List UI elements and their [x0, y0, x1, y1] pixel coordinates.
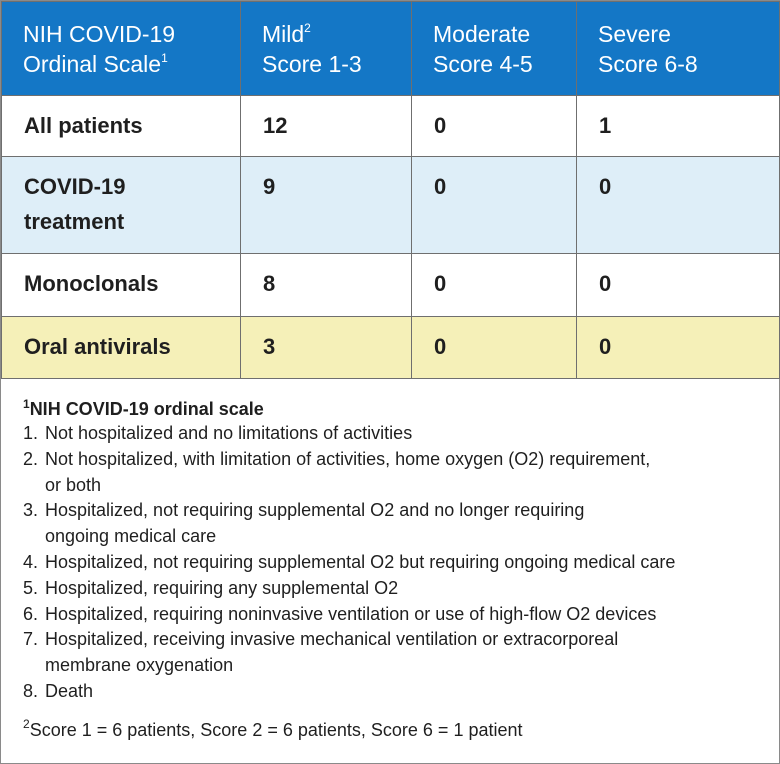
legend-item-text: Hospitalized, requiring noninvasive vent…	[45, 603, 657, 624]
header-mild-line2: Score 1-3	[262, 51, 362, 77]
legend-item: 3. Hospitalized, not requiring supplement…	[23, 498, 763, 550]
row-label-line1: COVID-19	[24, 174, 126, 199]
footnote-text: Score 1 = 6 patients, Score 2 = 6 patien…	[29, 720, 523, 740]
header-moderate-line1: Moderate	[433, 21, 531, 47]
legend-item: 2. Not hospitalized, with limitation of a…	[23, 447, 763, 499]
legend-item-text: Not hospitalized, with limitation of act…	[45, 447, 763, 499]
row-label: All patients	[1, 95, 241, 157]
legend-item: 4. Hospitalized, not requiring supplement…	[23, 550, 763, 576]
row-label-line2: treatment	[24, 209, 125, 234]
header-severe: Severe Score 6-8	[576, 1, 780, 96]
legend-title-text: NIH COVID-19 ordinal scale	[29, 399, 264, 419]
severity-table: NIH COVID-19 Ordinal Scale1 Mild2 Score …	[1, 1, 780, 379]
cell-moderate: 0	[411, 156, 577, 254]
header-row: NIH COVID-19 Ordinal Scale1 Mild2 Score …	[1, 1, 780, 96]
legend-title: 1NIH COVID-19 ordinal scale	[23, 397, 763, 421]
cell-mild: 12	[240, 95, 412, 157]
legend-item-number: 3.	[23, 500, 39, 521]
table-row-covid-treatment: COVID-19 treatment 9 0 0	[1, 156, 780, 254]
legend-item-line1: Hospitalized, receiving invasive mechani…	[45, 629, 619, 650]
row-label: Monoclonals	[1, 253, 241, 317]
row-label-line1: Oral antivirals	[24, 334, 171, 359]
legend-item-line1: Hospitalized, not requiring supplemental…	[45, 500, 585, 521]
legend-item: 6. Hospitalized, requiring noninvasive ve…	[23, 602, 763, 628]
legend-list: 1. Not hospitalized and no limitations of…	[23, 421, 763, 705]
legend-item-text: Hospitalized, not requiring supplemental…	[45, 498, 763, 550]
legend-item-line2: or both	[45, 474, 102, 495]
row-label-line1: All patients	[24, 113, 143, 138]
cell-severe: 0	[576, 316, 780, 379]
footnote-sup: 2	[23, 717, 30, 731]
cell-moderate: 0	[411, 316, 577, 379]
legend-item: 1. Not hospitalized and no limitations of…	[23, 421, 763, 447]
cell-severe: 0	[576, 253, 780, 317]
header-scale: NIH COVID-19 Ordinal Scale1	[1, 1, 241, 96]
cell-moderate: 0	[411, 95, 577, 157]
legend-item: 8. Death	[23, 679, 763, 705]
row-label: COVID-19 treatment	[1, 156, 241, 254]
header-moderate: Moderate Score 4-5	[411, 1, 577, 96]
legend-item-text: Hospitalized, requiring any supplemental…	[45, 577, 399, 598]
table-row-monoclonals: Monoclonals 8 0 0	[1, 253, 780, 317]
legend-item-line1: Not hospitalized, with limitation of act…	[45, 448, 651, 469]
cell-mild: 3	[240, 316, 412, 379]
legend-item-text: Not hospitalized and no limitations of a…	[45, 423, 413, 443]
header-scale-line2: Ordinal Scale	[23, 51, 162, 77]
cell-mild: 8	[240, 253, 412, 317]
row-label-line1: Monoclonals	[24, 271, 159, 296]
legend-item: 5. Hospitalized, requiring any supplement…	[23, 576, 763, 602]
legend-item-text: Hospitalized, not requiring supplemental…	[45, 551, 676, 572]
score-footnote: 2Score 1 = 6 patients, Score 2 = 6 patie…	[23, 717, 523, 743]
cell-severe: 1	[576, 95, 780, 157]
table-row-all-patients: All patients 12 0 1	[1, 95, 780, 157]
scale-legend: 1NIH COVID-19 ordinal scale 1. Not hospit…	[23, 397, 763, 705]
footnote-ref-1: 1	[161, 51, 168, 65]
cell-severe: 0	[576, 156, 780, 254]
footnote-ref-2: 2	[304, 21, 311, 35]
header-mild: Mild2 Score 1-3	[240, 1, 412, 96]
legend-item-number: 8.	[23, 680, 39, 701]
legend-item-number: 6.	[23, 603, 39, 624]
header-severe-line1: Severe	[598, 21, 671, 47]
legend-item-number: 5.	[23, 577, 39, 598]
header-severe-line2: Score 6-8	[598, 51, 698, 77]
header-scale-line1: NIH COVID-19	[23, 21, 176, 47]
header-mild-line1: Mild	[262, 21, 305, 47]
row-label: Oral antivirals	[1, 316, 241, 379]
legend-sup: 1	[23, 397, 30, 411]
legend-item-line2: membrane oxygenation	[45, 655, 234, 676]
legend-item-text: Death	[45, 680, 94, 701]
legend-item-number: 7.	[23, 629, 39, 650]
legend-item-number: 4.	[23, 551, 39, 572]
cell-mild: 9	[240, 156, 412, 254]
legend-item-line2: ongoing medical care	[45, 526, 217, 547]
legend-item-number: 1.	[23, 423, 39, 443]
header-moderate-line2: Score 4-5	[433, 51, 533, 77]
table-row-oral-antivirals: Oral antivirals 3 0 0	[1, 316, 780, 379]
legend-item-number: 2.	[23, 448, 39, 469]
cell-moderate: 0	[411, 253, 577, 317]
legend-item: 7. Hospitalized, receiving invasive mecha…	[23, 627, 763, 679]
legend-item-text: Hospitalized, receiving invasive mechani…	[45, 627, 763, 679]
